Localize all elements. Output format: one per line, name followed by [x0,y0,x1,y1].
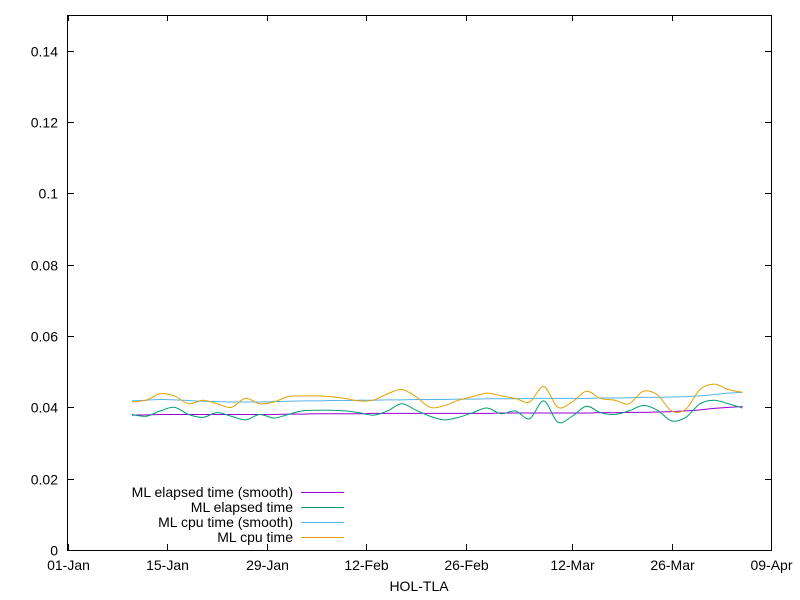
series-line-ml-cpu-time-smooth [131,391,743,403]
x-tick-label: 26-Mar [650,557,695,573]
x-axis-title: HOL-TLA [389,578,449,594]
x-axis: 01-Jan 15-Jan 29-Jan 12-Feb 26-Feb 12-Mar 26-M… [47,15,793,573]
series-line-ml-elapsed-time-smooth [131,406,743,416]
series-line-ml-cpu-time [131,383,743,413]
x-tick-label: 26-Feb [444,557,489,573]
legend-label-ml-elapsed-time-smooth: ML elapsed time (smooth) [132,484,293,500]
legend: ML elapsed time (smooth)ML elapsed timeM… [132,484,344,545]
legend-label-ml-elapsed-time: ML elapsed time [191,499,293,515]
x-tick-label: 15-Jan [146,557,189,573]
plot-frame [67,15,772,551]
y-axis: 0 0.02 0.04 0.06 0.08 0.1 0.12 0.14 [31,44,771,559]
x-tick-label: 01-Jan [47,557,90,573]
plot-series [131,383,743,424]
y-tick-label: 0.12 [31,115,58,131]
x-tick-label: 29-Jan [246,557,289,573]
y-tick-label: 0.04 [31,400,58,416]
x-tick-label: 12-Feb [344,557,389,573]
y-tick-label: 0.1 [39,186,59,202]
y-tick-label: 0.06 [31,329,58,345]
y-tick-label: 0 [50,543,58,559]
legend-label-ml-cpu-time: ML cpu time [217,529,293,545]
legend-label-ml-cpu-time-smooth: ML cpu time (smooth) [158,514,293,530]
y-tick-label: 0.14 [31,44,58,60]
y-tick-label: 0.02 [31,472,58,488]
x-tick-label: 12-Mar [550,557,595,573]
y-tick-label: 0.08 [31,258,58,274]
series-line-ml-elapsed-time [131,399,743,424]
x-tick-label: 09-Apr [750,557,792,573]
